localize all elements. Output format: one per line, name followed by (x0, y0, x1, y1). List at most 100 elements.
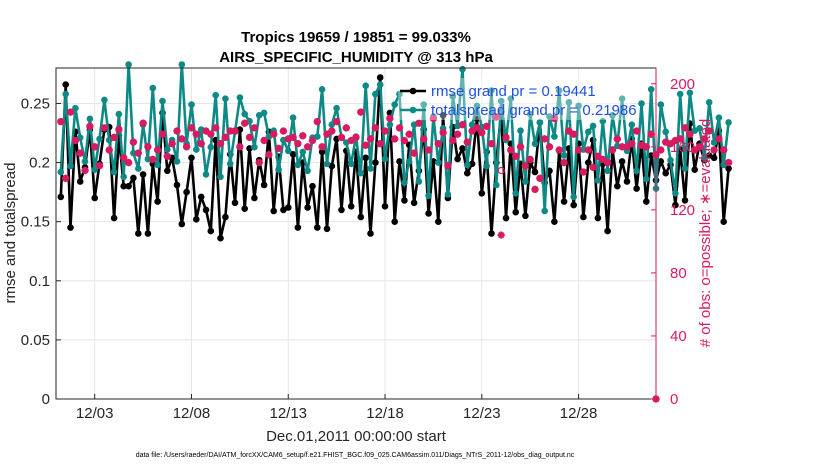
obs-evaluated-marker (376, 140, 384, 148)
obs-evaluated-marker (241, 119, 249, 127)
totalspread-point (236, 94, 244, 101)
rmse-point (217, 234, 224, 242)
obs-evaluated-marker (468, 127, 476, 135)
totalspread-point (686, 89, 694, 97)
totalspread-point (115, 110, 123, 118)
rmse-point (502, 214, 510, 222)
y-tick-label: 0.05 (21, 332, 50, 349)
obs-evaluated-marker (686, 130, 694, 138)
totalspread-point (226, 160, 234, 168)
y2-tick-label: 200 (670, 76, 695, 93)
obs-evaluated-marker (362, 141, 370, 149)
rmse-point (197, 193, 205, 201)
totalspread-point (449, 93, 457, 100)
obs-evaluated-marker (536, 174, 544, 182)
rmse-point (367, 230, 374, 237)
totalspread-point (468, 121, 476, 128)
totalspread-point (372, 90, 379, 98)
obs-evaluated-marker (124, 158, 133, 167)
obs-evaluated-marker (400, 136, 408, 145)
totalspread-point (444, 191, 452, 198)
obs-evaluated-marker (642, 143, 650, 151)
rmse-point (323, 225, 331, 233)
rmse-point (580, 213, 587, 221)
obs-evaluated-marker (110, 133, 118, 141)
obs-evaluated-marker (458, 121, 467, 129)
totalspread-point (560, 152, 568, 159)
obs-evaluated-marker (695, 143, 704, 151)
totalspread-point (193, 146, 200, 153)
obs-evaluated-marker (666, 140, 675, 148)
rmse-point (459, 145, 466, 152)
obs-evaluated-marker (454, 130, 462, 138)
totalspread-point (289, 114, 297, 121)
obs-evaluated-marker (599, 155, 607, 164)
rmse-point (681, 197, 689, 204)
obs-evaluated-marker (163, 152, 171, 160)
totalspread-point (667, 156, 674, 164)
y2-axis-label: # of obs: o=possible; ∗=evaluated (697, 119, 714, 348)
totalspread-point (531, 140, 539, 147)
totalspread-point (86, 115, 94, 123)
y2-tick-label: 160 (670, 139, 695, 156)
obs-evaluated-marker (134, 149, 142, 157)
obs-evaluated-marker (71, 136, 79, 145)
obs-evaluated-marker (236, 143, 244, 151)
obs-evaluated-marker (395, 124, 404, 132)
totalspread-point (628, 121, 636, 128)
legend-rmse-label: rmse grand pr = 0.19441 (431, 83, 596, 100)
y-axis-label: rmse and totalspread (2, 163, 19, 304)
legend: rmse grand pr = 0.19441 totalspread grand… (398, 78, 637, 120)
totalspread-point (681, 165, 689, 172)
y-tick-label: 0.15 (21, 214, 50, 231)
obs-evaluated-marker (691, 146, 699, 154)
totalspread-point (715, 114, 723, 121)
rmse-point (57, 193, 65, 201)
obs-evaluated-marker (628, 140, 636, 148)
totalspread-point (260, 109, 268, 117)
rmse-point (154, 198, 161, 205)
rmse-point (251, 194, 258, 202)
totalspread-point (57, 168, 65, 176)
obs-evaluated-marker (550, 114, 558, 123)
obs-evaluated-marker (270, 130, 278, 138)
rmse-point (120, 182, 127, 190)
obs-evaluated-marker (478, 129, 486, 137)
x-tick-label: 12/28 (560, 405, 598, 422)
obs-evaluated-marker (173, 127, 181, 135)
x-axis-label: Dec.01,2011 00:00:00 start (266, 428, 447, 445)
grid (56, 68, 656, 400)
totalspread-point (638, 100, 645, 107)
obs-evaluated-marker (260, 136, 268, 145)
x-tick-label: 12/03 (76, 405, 114, 422)
totalspread-point (483, 162, 490, 170)
obs-evaluated-marker (158, 130, 167, 138)
obs-evaluated-marker (66, 108, 75, 116)
obs-evaluated-marker (255, 158, 263, 167)
obs-evaluated-marker (289, 133, 297, 141)
obs-evaluated-marker (439, 129, 447, 137)
obs-evaluated-marker (424, 146, 433, 154)
totalspread-point (585, 128, 592, 136)
rmse-point (139, 171, 147, 178)
obs-evaluated-marker (420, 135, 428, 143)
obs-evaluated-marker (318, 143, 326, 151)
obs-evaluated-marker (86, 122, 94, 130)
totalspread-point (589, 122, 597, 130)
obs-evaluated-marker (81, 166, 89, 175)
y2-tick-label: 120 (670, 202, 695, 219)
rmse-point (691, 166, 698, 173)
totalspread-point (178, 61, 186, 68)
rmse-point (672, 201, 679, 209)
y2-tick-label: 80 (670, 265, 687, 282)
obs-evaluated-marker (328, 127, 336, 135)
totalspread-point (207, 143, 215, 151)
rmse-point (135, 230, 142, 237)
rmse-point (144, 230, 152, 237)
obs-evaluated-marker (526, 155, 534, 164)
totalspread-point (304, 167, 311, 175)
obs-evaluated-marker (265, 151, 273, 159)
obs-evaluated-marker (700, 135, 708, 143)
obs-evaluated-marker (299, 132, 307, 140)
legend-totalspread-label: totalspread grand pr = 0.21986 (431, 102, 637, 119)
